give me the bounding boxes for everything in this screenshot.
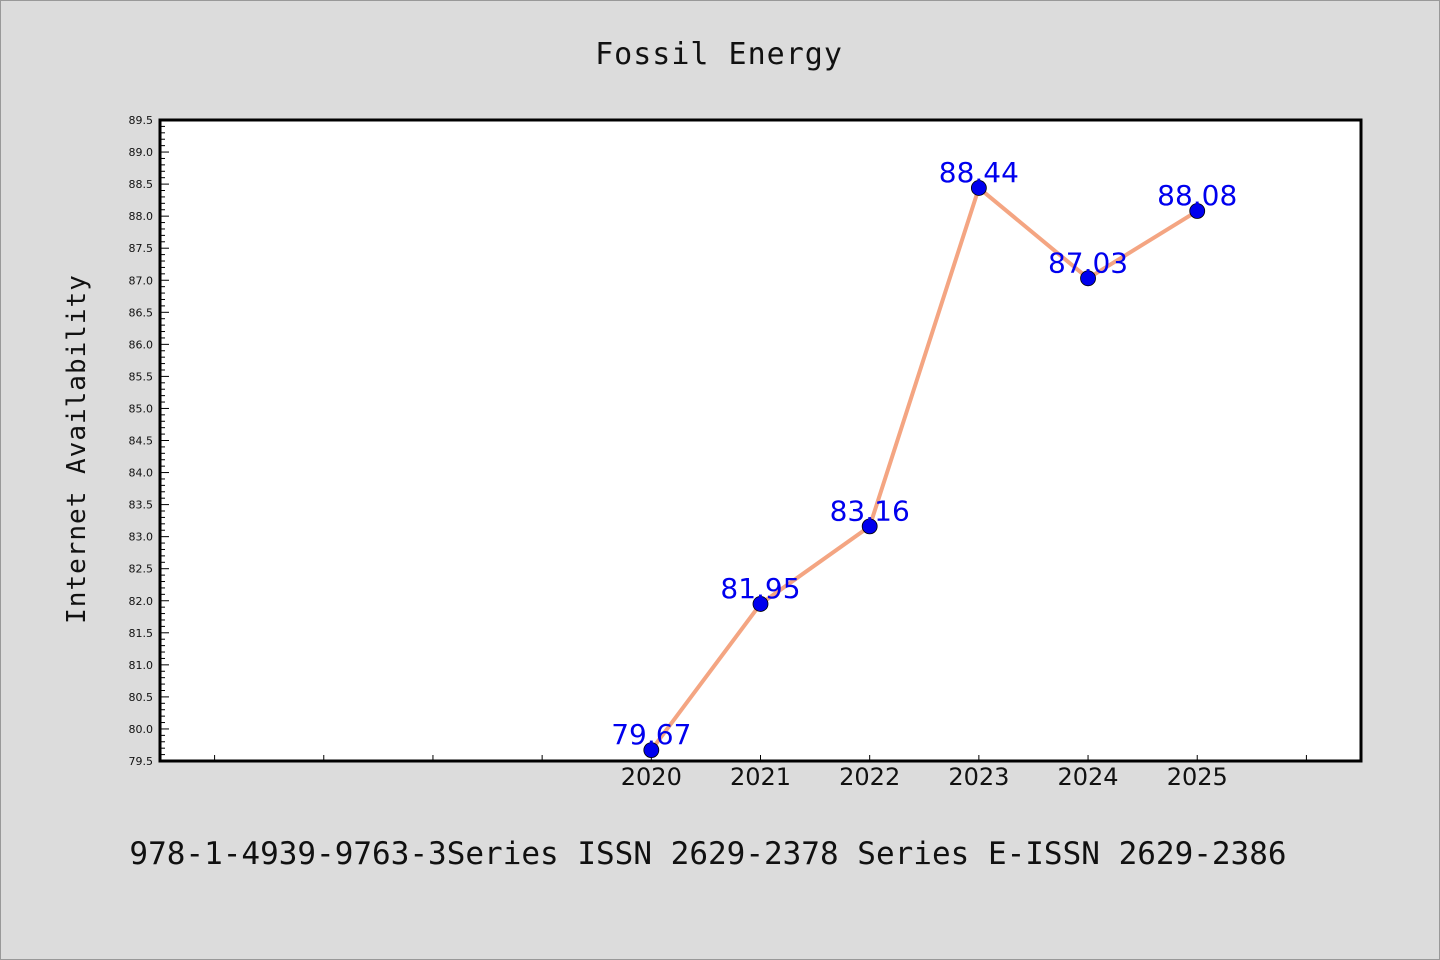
data-point-marker [1080, 270, 1096, 287]
data-point-marker [752, 596, 769, 612]
chart-title: Fossil Energy [595, 37, 843, 72]
data-series: 79.67 81.95 83.16 88.44 87.03 88.08 [611, 156, 1237, 759]
y-tick-label: 82.5 [129, 563, 154, 576]
data-label: 81.95 [720, 572, 800, 605]
y-tick-label: 83.0 [129, 531, 154, 544]
y-tick-label: 80.0 [129, 723, 154, 736]
y-tick-label: 84.0 [129, 467, 154, 480]
y-tick-label: 83.5 [129, 499, 154, 512]
y-tick-label: 86.0 [129, 338, 154, 351]
footer-isbn-issn-text: 978-1-4939-9763-3Series ISSN 2629-2378 S… [129, 836, 1286, 872]
y-tick-label: 81.0 [129, 659, 154, 672]
data-label: 88.44 [939, 156, 1019, 189]
x-tick-label: 2024 [1058, 763, 1119, 791]
y-tick-label: 88.5 [129, 178, 154, 191]
y-tick-label: 87.0 [129, 274, 154, 287]
y-tick-label: 87.5 [129, 242, 154, 255]
x-axis: 2020 2021 2022 2023 2024 2025 [214, 755, 1307, 791]
y-tick-label: 86.5 [129, 306, 154, 319]
y-tick-label: 80.5 [129, 691, 154, 704]
y-tick-label: 82.0 [129, 595, 154, 608]
y-tick-label: 89.5 [129, 114, 154, 127]
data-point-marker [861, 518, 878, 535]
data-point-marker [970, 180, 987, 196]
y-tick-label: 85.5 [129, 370, 154, 383]
y-tick-label: 89.0 [129, 146, 154, 159]
x-tick-label: 2023 [948, 763, 1009, 791]
y-axis: 79.5 80.0 80.5 81.0 81.5 82.0 82.5 83.0 83.5 84.0… [129, 114, 169, 768]
data-label: 88.08 [1157, 179, 1237, 212]
x-tick-label: 2022 [839, 763, 900, 791]
x-tick-label: 2020 [621, 763, 682, 791]
y-tick-label: 84.5 [129, 435, 154, 448]
data-label: 87.03 [1048, 246, 1128, 279]
y-axis-label: Internet Availability [62, 274, 92, 624]
plot-area [158, 118, 1363, 763]
data-label: 79.67 [611, 718, 691, 751]
x-tick-label: 2021 [730, 763, 791, 791]
data-label: 83.16 [830, 494, 910, 527]
y-tick-label: 81.5 [129, 627, 154, 640]
y-tick-label: 85.0 [129, 402, 154, 415]
series-line [649, 185, 1200, 753]
data-point-marker [1189, 203, 1206, 219]
data-point-marker [643, 742, 660, 759]
y-tick-label: 79.5 [129, 755, 154, 768]
y-tick-label: 88.0 [129, 210, 154, 223]
x-tick-label: 2025 [1167, 763, 1228, 791]
